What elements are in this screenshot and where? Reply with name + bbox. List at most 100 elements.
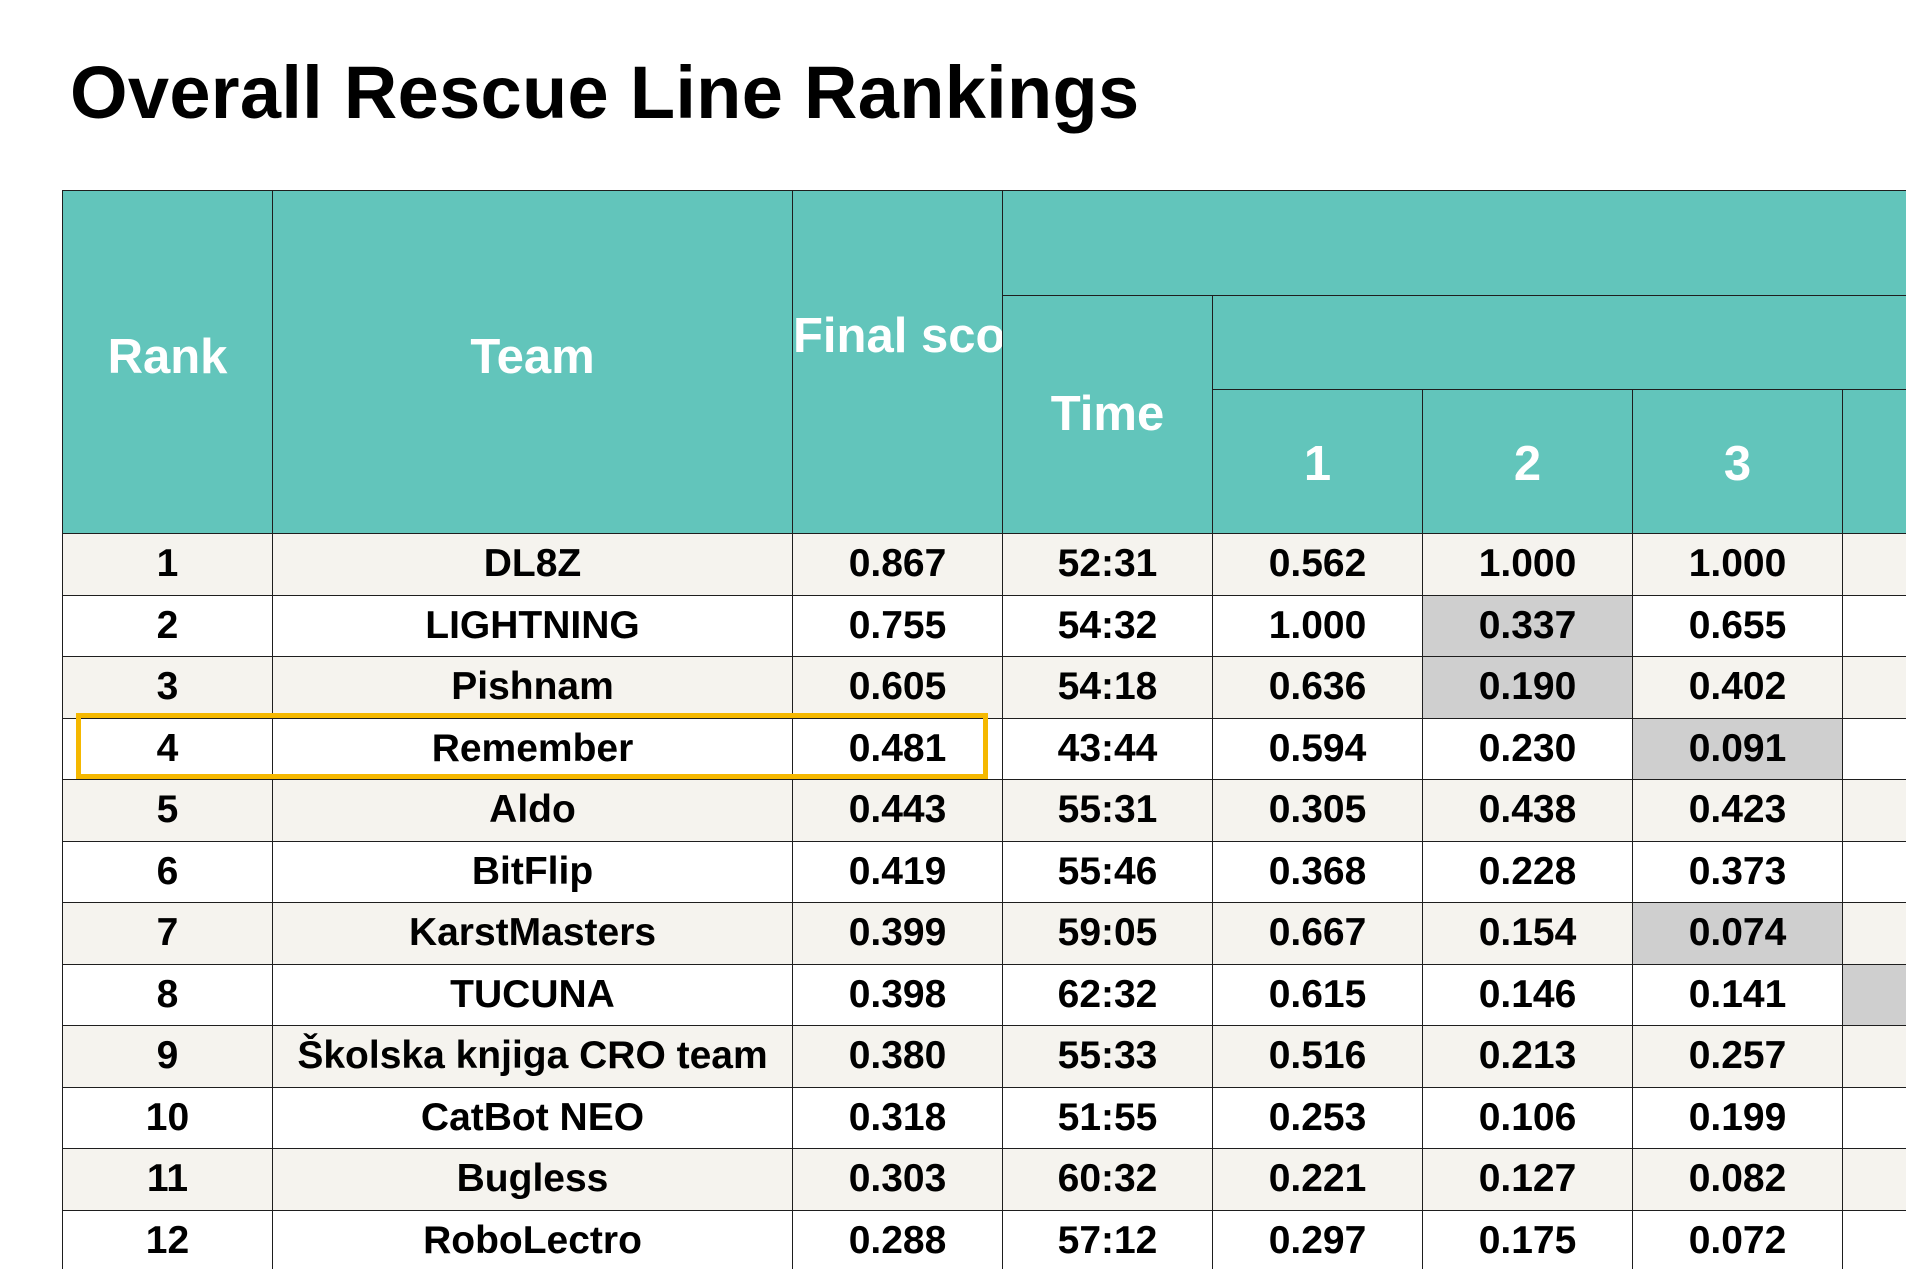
run-3-score-cell: 1.000 [1632,533,1843,596]
column-header-final-score: Final score [792,190,1003,534]
run-4-score-cell: 0. [1841,1025,1906,1088]
rank-cell: 7 [62,902,273,965]
time-cell: 57:12 [1002,1209,1213,1269]
team-cell: Školska knjiga CRO team [272,1025,793,1088]
run-1-score-cell: 0.594 [1212,717,1423,780]
run-4-score-cell: 0. [1841,1086,1906,1149]
time-cell: 55:46 [1002,840,1213,903]
column-header-run-3: 3 [1632,389,1843,534]
run-3-score-cell: 0.082 [1632,1148,1843,1211]
rank-cell: 2 [62,594,273,657]
final-score-cell: 0.318 [792,1086,1003,1149]
run-4-score-cell: 0. [1841,1209,1906,1269]
rank-cell: 6 [62,840,273,903]
run-4-score-cell: 0. [1841,1148,1906,1211]
rank-cell: 12 [62,1209,273,1269]
run-2-score-cell: 0.175 [1422,1209,1633,1269]
final-score-cell: 0.481 [792,717,1003,780]
run-2-score-cell: 0.337 [1422,594,1633,657]
run-3-score-cell: 0.091 [1632,717,1843,780]
column-header-run-1: 1 [1212,389,1423,534]
run-3-score-cell: 0.373 [1632,840,1843,903]
run-3-score-cell: 0.257 [1632,1025,1843,1088]
rank-cell: 4 [62,717,273,780]
run-4-score-cell: 0. [1841,594,1906,657]
column-header-rank: Rank [62,190,273,534]
time-cell: 54:32 [1002,594,1213,657]
time-cell: 62:32 [1002,963,1213,1026]
run-2-score-cell: 0.213 [1422,1025,1633,1088]
run-2-score-cell: 0.230 [1422,717,1633,780]
team-cell: Remember [272,717,793,780]
time-cell: 54:18 [1002,656,1213,719]
run-1-score-cell: 0.305 [1212,779,1423,842]
run-1-score-cell: 0.297 [1212,1209,1423,1269]
final-score-cell: 0.867 [792,533,1003,596]
run-2-score-cell: 0.146 [1422,963,1633,1026]
run-4-score-cell: 0. [1841,840,1906,903]
run-1-score-cell: 0.562 [1212,533,1423,596]
run-2-score-cell: 1.000 [1422,533,1633,596]
run-1-score-cell: 0.516 [1212,1025,1423,1088]
final-score-cell: 0.398 [792,963,1003,1026]
run-1-score-cell: 0.221 [1212,1148,1423,1211]
final-score-cell: 0.288 [792,1209,1003,1269]
run-3-score-cell: 0.402 [1632,656,1843,719]
run-1-score-cell: 0.667 [1212,902,1423,965]
time-cell: 59:05 [1002,902,1213,965]
team-cell: KarstMasters [272,902,793,965]
run-4-score-cell: 0. [1841,963,1906,1026]
page-title: Overall Rescue Line Rankings [70,51,1140,134]
team-cell: BitFlip [272,840,793,903]
run-2-score-cell: 0.228 [1422,840,1633,903]
run-4-score-cell: 1. [1841,533,1906,596]
run-2-score-cell: 0.127 [1422,1148,1633,1211]
rankings-table-container: Rank Team Final score Time 1 2 3 1DL8Z0.… [62,190,1906,1269]
rank-cell: 3 [62,656,273,719]
time-cell: 55:33 [1002,1025,1213,1088]
run-1-score-cell: 0.615 [1212,963,1423,1026]
run-1-score-cell: 1.000 [1212,594,1423,657]
time-cell: 51:55 [1002,1086,1213,1149]
rank-cell: 8 [62,963,273,1026]
run-1-score-cell: 0.368 [1212,840,1423,903]
rank-cell: 11 [62,1148,273,1211]
run-4-score-cell: 0. [1841,656,1906,719]
final-score-cell: 0.419 [792,840,1003,903]
rank-cell: 1 [62,533,273,596]
final-score-cell: 0.605 [792,656,1003,719]
final-score-cell: 0.380 [792,1025,1003,1088]
run-3-score-cell: 0.423 [1632,779,1843,842]
run-3-score-cell: 0.655 [1632,594,1843,657]
run-2-score-cell: 0.438 [1422,779,1633,842]
team-cell: Pishnam [272,656,793,719]
run-1-score-cell: 0.636 [1212,656,1423,719]
rank-cell: 10 [62,1086,273,1149]
time-cell: 60:32 [1002,1148,1213,1211]
team-cell: Aldo [272,779,793,842]
team-cell: RoboLectro [272,1209,793,1269]
team-cell: DL8Z [272,533,793,596]
final-score-cell: 0.399 [792,902,1003,965]
time-cell: 55:31 [1002,779,1213,842]
column-header-run-4 [1841,389,1906,534]
column-subgroup-header [1211,295,1906,390]
time-cell: 52:31 [1002,533,1213,596]
run-4-score-cell: 0. [1841,902,1906,965]
rankings-table: Rank Team Final score Time 1 2 3 1DL8Z0.… [62,190,1906,1269]
run-3-score-cell: 0.141 [1632,963,1843,1026]
rank-cell: 5 [62,779,273,842]
final-score-cell: 0.303 [792,1148,1003,1211]
run-2-score-cell: 0.154 [1422,902,1633,965]
run-1-score-cell: 0.253 [1212,1086,1423,1149]
rank-cell: 9 [62,1025,273,1088]
